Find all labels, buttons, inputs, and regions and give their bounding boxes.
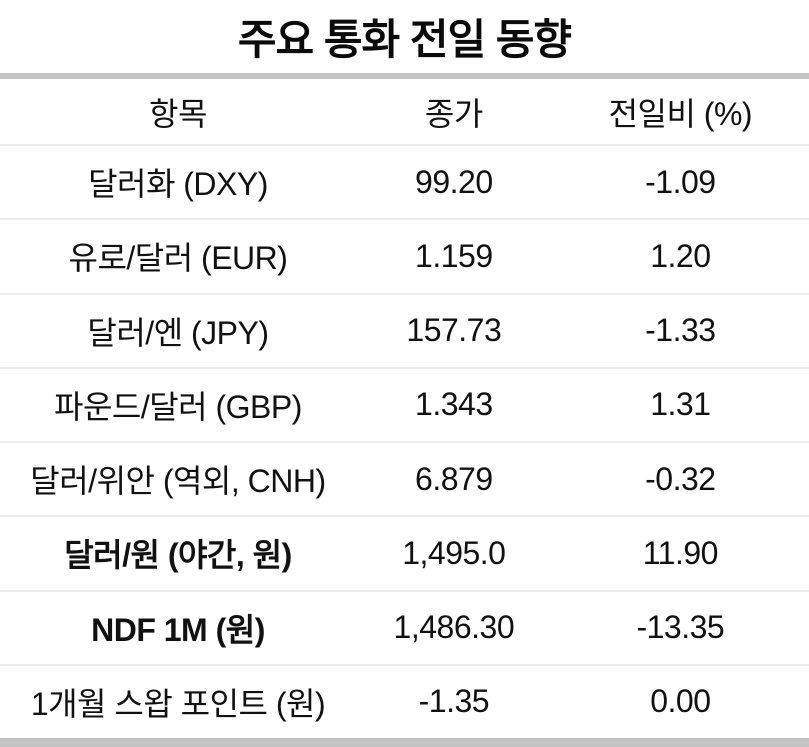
row-change-value: -0.32	[645, 460, 716, 497]
row-item-label: 유로/달러 (EUR)	[68, 240, 288, 277]
row-item-label: 달러/원 (야간, 원)	[64, 537, 292, 574]
title-bar: 주요 통화 전일 동향	[0, 0, 809, 73]
row-item-label: NDF 1M (원)	[91, 611, 265, 648]
row-item-label: 달러/위안 (역외, CNH)	[30, 463, 326, 500]
row-item-label: 달러화 (DXY)	[88, 166, 268, 203]
table-row-swap-point: 1개월 스왑 포인트 (원) -1.35 0.00	[0, 666, 809, 738]
row-change-value: 11.90	[642, 534, 719, 571]
row-close-value: 1,495.0	[402, 534, 506, 571]
table-row-eur: 유로/달러 (EUR) 1.159 1.20	[0, 220, 809, 295]
row-change-value: 1.20	[650, 237, 711, 274]
figure-title: 주요 통화 전일 동향	[237, 16, 572, 63]
row-item-label: 파운드/달러 (GBP)	[54, 388, 302, 425]
row-change-value: -1.09	[645, 163, 716, 200]
row-close-value: 157.73	[406, 312, 502, 349]
top-rule	[0, 73, 809, 79]
row-close-value: 1.159	[415, 237, 493, 274]
table-row-dxy: 달러화 (DXY) 99.20 -1.09	[0, 146, 809, 221]
table-row-ndf-1m: NDF 1M (원) 1,486.30 -13.35	[0, 592, 809, 666]
header-change: 전일비 (%)	[608, 95, 753, 132]
row-change-value: 0.00	[650, 683, 711, 720]
header-item: 항목	[149, 95, 207, 132]
currency-table: 항목 종가 전일비 (%) 달러화 (DXY) 99.20 -1.09 유로/달…	[0, 79, 809, 738]
table-header-row: 항목 종가 전일비 (%)	[0, 79, 809, 146]
row-item-label: 1개월 스왑 포인트 (원)	[30, 685, 326, 722]
row-close-value: 99.20	[415, 163, 493, 200]
bottom-rule	[0, 738, 809, 747]
row-close-value: 6.879	[415, 460, 493, 497]
row-change-value: 1.31	[650, 386, 711, 423]
row-close-value: -1.35	[418, 683, 490, 720]
row-change-value: -1.33	[645, 312, 716, 349]
table-row-usdkrw-night: 달러/원 (야간, 원) 1,495.0 11.90	[0, 517, 809, 592]
row-close-value: 1,486.30	[393, 609, 515, 646]
row-item-label: 달러/엔 (JPY)	[87, 314, 269, 351]
header-close: 종가	[424, 95, 483, 132]
row-change-value: -13.35	[636, 609, 725, 646]
table-row-gbp: 파운드/달러 (GBP) 1.343 1.31	[0, 369, 809, 443]
table-row-jpy: 달러/엔 (JPY) 157.73 -1.33	[0, 295, 809, 369]
row-close-value: 1.343	[415, 386, 493, 423]
table-row-cnh: 달러/위안 (역외, CNH) 6.879 -0.32	[0, 443, 809, 518]
